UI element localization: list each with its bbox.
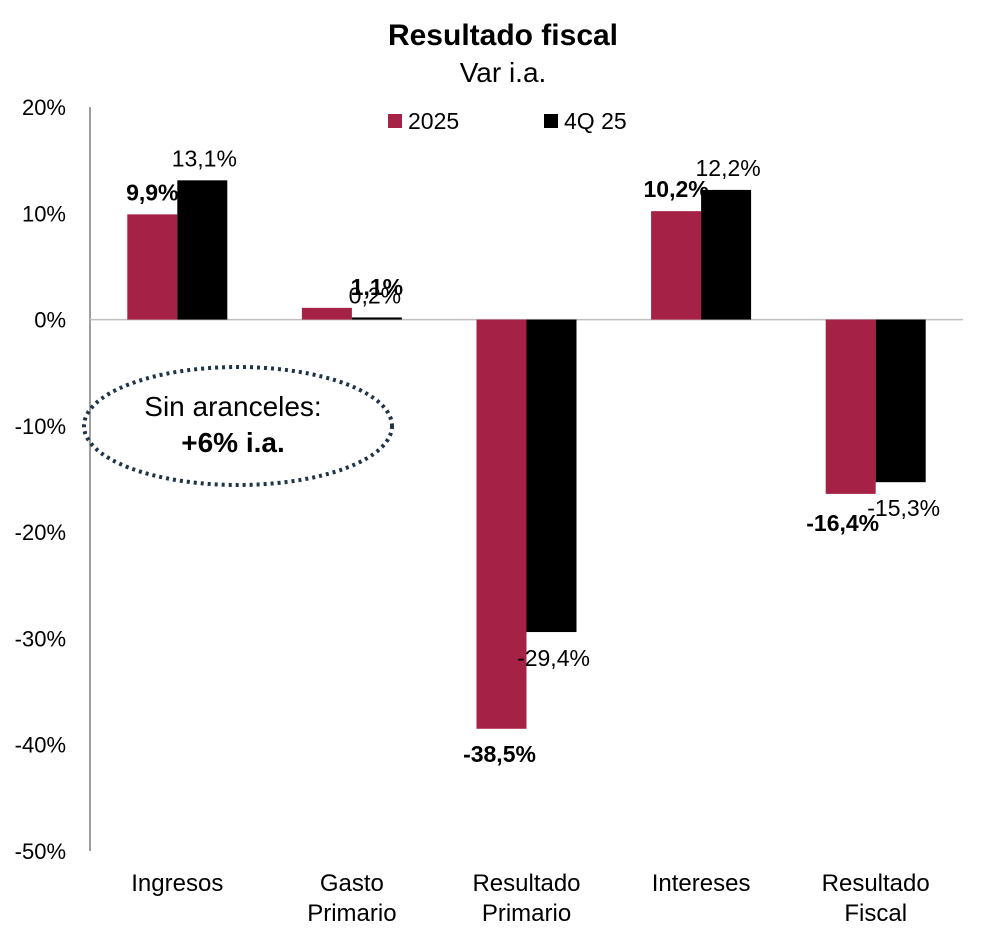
legend-swatch-2025 (388, 114, 402, 128)
bar-4q25-4 (875, 319, 926, 483)
x-axis-categories: Ingresos Gasto Primario Resultado Primario In… (131, 870, 929, 927)
legend-label-2025: 2025 (408, 108, 459, 134)
data-label-4q25-3: 12,2% (695, 155, 760, 181)
bar-2025-2 (476, 319, 527, 729)
x-category-label: Gasto (320, 870, 384, 897)
y-axis: 20% 10% 0% -10% -20% -30% -40% -50% (15, 95, 963, 864)
data-labels: 9,9% 13,1% 1,1%0,2% -38,5% -29,4% 10,2%12,2% -… (126, 145, 940, 766)
bar-4q25-2 (526, 319, 577, 633)
data-label-2025-1: 1,1% (351, 274, 403, 300)
data-label-2025-3: 10,2% (643, 176, 708, 202)
x-category-label: Primario (482, 900, 571, 927)
bar-2025-3 (651, 211, 702, 320)
x-category-label: Resultado (472, 870, 580, 897)
y-tick-label: -20% (15, 520, 66, 545)
y-tick-label: 20% (22, 95, 66, 120)
bar-4q25-1 (351, 317, 402, 320)
y-tick-label: 10% (22, 201, 66, 226)
annotation-line-2: +6% i.a. (181, 427, 285, 458)
data-label-2025-0: 9,9% (126, 179, 178, 205)
bar-2025-4 (825, 319, 876, 494)
annotation: Sin aranceles: +6% i.a. (82, 365, 394, 487)
x-category-label: Intereses (652, 870, 751, 897)
data-label-2025-2: -38,5% (463, 741, 536, 767)
bar-2025-0 (127, 214, 178, 320)
data-label-4q25-4: -15,3% (867, 495, 940, 521)
chart-title: Resultado fiscal (388, 19, 618, 52)
x-category-label: Fiscal (844, 900, 907, 927)
y-tick-label: 0% (34, 308, 66, 333)
legend: 2025 4Q 25 (388, 108, 627, 134)
legend-swatch-4q25 (544, 114, 558, 128)
data-label-4q25-0: 13,1% (172, 145, 237, 171)
data-label-4q25-1: 0,2% (349, 282, 401, 308)
x-category-label: Primario (307, 900, 396, 927)
chart-subtitle: Var i.a. (460, 57, 547, 88)
data-label-2025-4: -16,4% (806, 510, 879, 536)
y-tick-label: -50% (15, 839, 66, 864)
y-tick-label: -10% (15, 414, 66, 439)
x-category-label: Ingresos (131, 870, 223, 897)
annotation-line-1: Sin aranceles: (144, 391, 321, 422)
annotation-ellipse (82, 365, 394, 487)
bar-4q25-0 (177, 180, 228, 320)
legend-label-4q25: 4Q 25 (564, 108, 627, 134)
bars (127, 180, 926, 729)
y-tick-label: -40% (15, 733, 66, 758)
x-category-label: Resultado (822, 870, 930, 897)
bar-4q25-3 (701, 189, 752, 320)
data-label-4q25-2: -29,4% (517, 645, 590, 671)
bar-2025-1 (301, 307, 352, 320)
y-tick-label: -30% (15, 626, 66, 651)
